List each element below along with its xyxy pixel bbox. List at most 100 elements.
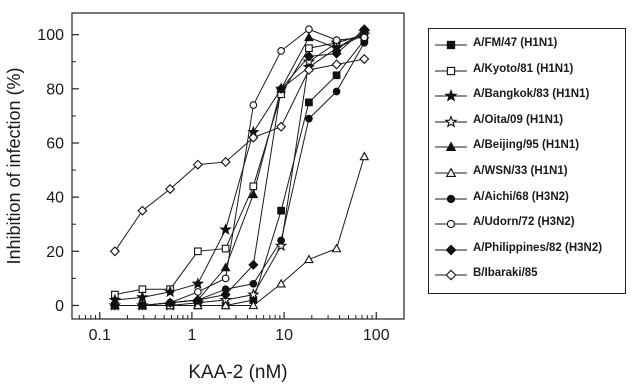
series-line-5 (114, 34, 365, 306)
legend-label: A/Oita/09 (H1N1) (473, 113, 564, 126)
data-point (305, 25, 313, 34)
legend-label: A/FM/47 (H1N1) (473, 37, 558, 49)
series-line-6 (114, 156, 365, 306)
data-point (359, 24, 370, 35)
data-point (220, 156, 231, 168)
data-point (332, 71, 341, 80)
data-point (277, 47, 285, 55)
legend-item: A/Aichi/68 (H3N2) (429, 187, 627, 211)
data-point (276, 83, 287, 94)
y-axis-label: Inhibition of infection (%) (4, 67, 24, 264)
series-line-1 (114, 39, 365, 306)
legend-symbol (445, 141, 457, 152)
legend-label: A/Philippines/82 (H3N2) (473, 241, 603, 254)
x-tick-label: 1 (187, 327, 196, 344)
data-point (165, 297, 176, 308)
legend-label: A/WSN/33 (H1N1) (473, 165, 568, 177)
series-lines (114, 28, 365, 306)
x-tick-label: 10 (275, 327, 293, 344)
legend-symbol (446, 40, 456, 50)
data-point (137, 300, 148, 311)
data-point (331, 48, 342, 59)
data-point (331, 59, 342, 70)
axes-ticks: 0.1 1 10 100 0 20 40 60 80 100 (37, 27, 389, 344)
legend-marker (435, 89, 467, 102)
series-line-9 (114, 28, 365, 306)
legend-item: A/FM/47 (H1N1) (429, 33, 627, 57)
plot-area (71, 12, 405, 320)
data-point (221, 244, 230, 253)
data-point (249, 279, 258, 288)
legend-label: A/Kyoto/81 (H1N1) (473, 62, 574, 75)
series-line-8 (114, 28, 365, 306)
series-line-3 (114, 31, 365, 301)
data-point (247, 288, 260, 300)
legend-symbol (446, 194, 456, 203)
data-point (277, 236, 285, 245)
series-line-7 (114, 42, 365, 306)
data-point (220, 262, 231, 272)
legend-symbol (444, 114, 458, 128)
series-line-2 (114, 34, 365, 296)
data-point (194, 247, 202, 256)
data-point (109, 246, 120, 257)
data-point (248, 132, 259, 143)
plot-frame (71, 12, 405, 320)
data-point (192, 159, 203, 170)
data-point (221, 274, 230, 283)
data-point (276, 121, 287, 132)
data-point (191, 277, 205, 290)
x-tick-label: 100 (363, 327, 390, 344)
data-point (305, 98, 313, 107)
legend-label: B/Ibaraki/85 (473, 267, 538, 280)
series-line-4 (114, 34, 365, 306)
legend-marker (435, 40, 467, 50)
data-point (359, 151, 370, 161)
legend-marker (435, 269, 467, 281)
legend-item: A/WSN/33 (H1N1) (429, 161, 627, 185)
data-point (109, 300, 120, 311)
legend-label: A/Udorn/72 (H3N2) (473, 216, 575, 229)
legend-symbol (445, 167, 457, 178)
legend-item: A/Oita/09 (H1N1) (429, 110, 627, 134)
legend-symbol (445, 244, 457, 256)
legend-symbol (446, 220, 456, 229)
data-point (332, 36, 341, 44)
y-tick-label: 100 (37, 27, 64, 44)
legend-marker (435, 220, 467, 229)
legend-item: A/Udorn/72 (H3N2) (429, 212, 627, 236)
legend-symbol (445, 269, 457, 281)
y-tick-label: 20 (46, 244, 64, 261)
y-tick-label: 40 (46, 190, 64, 207)
data-point (163, 285, 177, 298)
data-point (303, 64, 314, 75)
x-tick-label: 0.1 (89, 327, 111, 344)
y-tick-label: 60 (46, 135, 64, 152)
data-point (137, 205, 148, 216)
legend-symbol (446, 66, 456, 75)
legend-marker (435, 167, 467, 178)
legend-item: B/Ibaraki/85 (429, 263, 627, 287)
data-point (248, 300, 259, 310)
data-point (305, 44, 313, 53)
legend-marker (435, 141, 467, 152)
legend-label: A/Beijing/95 (H1N1) (473, 139, 580, 152)
data-point (304, 32, 314, 42)
legend-label: A/Bangkok/83 (H1N1) (473, 88, 590, 101)
data-point (274, 239, 288, 252)
legend-symbol (444, 89, 458, 102)
data-point (165, 183, 176, 195)
legend: A/FM/47 (H1N1) A/Kyoto/81 (H1N1) A/Bangkok… (428, 28, 626, 294)
data-point (220, 289, 231, 300)
data-point (249, 101, 258, 109)
legend-item: A/Beijing/95 (H1N1) (429, 135, 627, 159)
data-point (248, 259, 259, 270)
legend-item: A/Bangkok/83 (H1N1) (429, 84, 627, 108)
data-point (359, 53, 370, 65)
data-point (192, 294, 203, 306)
data-point (248, 189, 259, 199)
data-point (219, 223, 232, 235)
data-point (194, 288, 202, 296)
data-point (331, 243, 342, 253)
